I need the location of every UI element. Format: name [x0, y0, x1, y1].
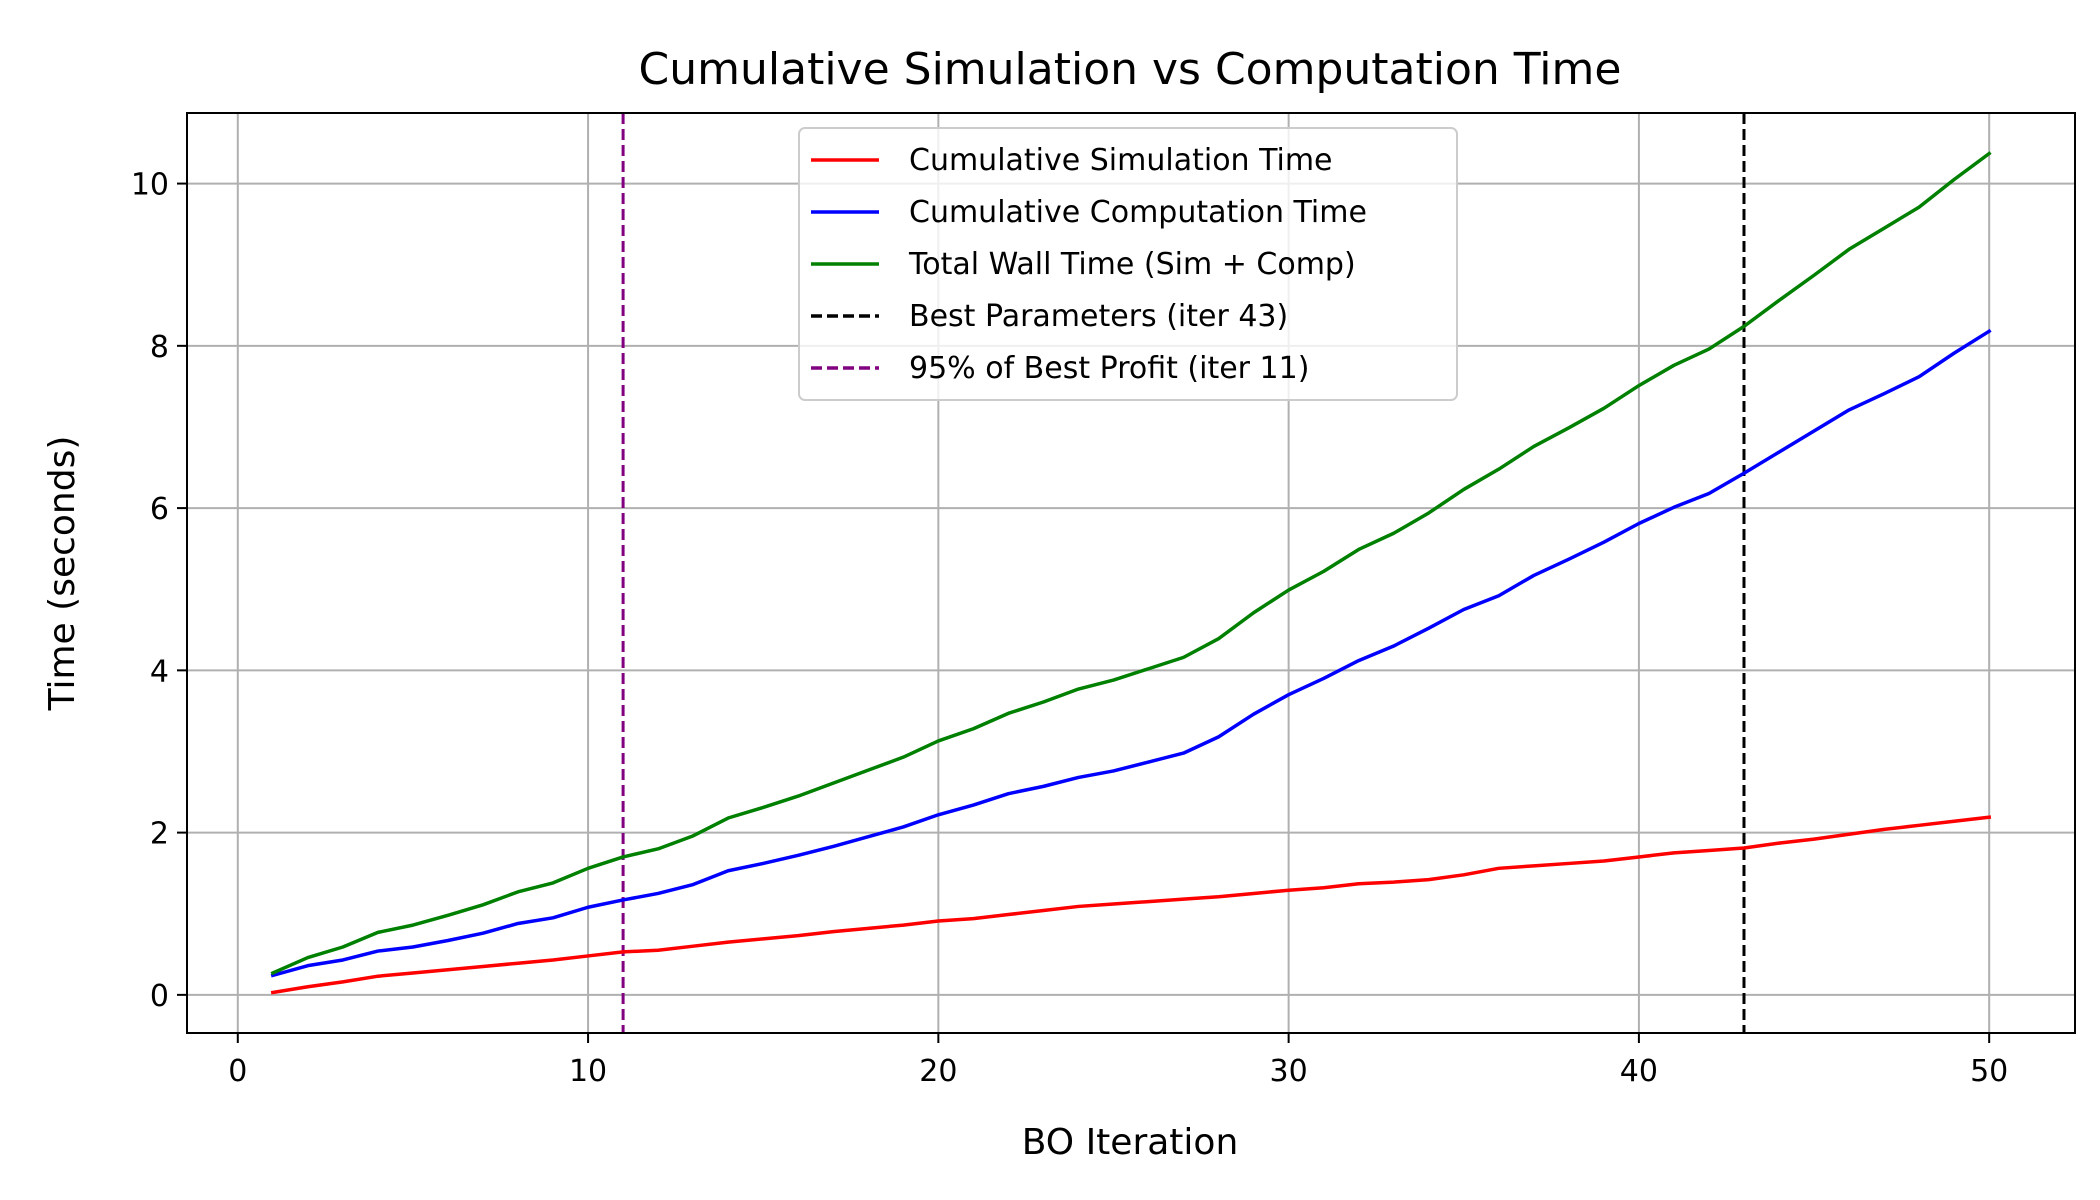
y-tick-label: 0 [150, 979, 169, 1014]
x-tick-label: 10 [569, 1054, 607, 1089]
x-tick-label: 40 [1620, 1054, 1658, 1089]
legend-label-3: Best Parameters (iter 43) [909, 299, 1288, 334]
x-tick-label: 20 [919, 1054, 957, 1089]
chart-title: Cumulative Simulation vs Computation Tim… [639, 44, 1622, 95]
y-axis-label: Time (seconds) [42, 436, 83, 712]
legend-label-2: Total Wall Time (Sim + Comp) [908, 247, 1356, 282]
series-line-2 [270, 151, 1992, 976]
y-tick-label: 8 [150, 330, 169, 365]
x-axis-label: BO Iteration [1022, 1122, 1239, 1163]
y-axis: 0 2 4 6 8 10 [131, 168, 187, 1014]
legend-label-4: 95% of Best Profit (iter 11) [909, 351, 1309, 386]
y-tick-label: 6 [150, 492, 169, 527]
legend-label-0: Cumulative Simulation Time [909, 143, 1333, 178]
y-tick-label: 10 [131, 168, 169, 203]
vertical-lines [621, 113, 1746, 1033]
x-tick-label: 30 [1270, 1054, 1308, 1089]
legend: Cumulative Simulation Time Cumulative Com… [798, 127, 1458, 401]
series-lines [270, 151, 1992, 995]
legend-box [798, 127, 1458, 401]
y-tick-label: 4 [150, 654, 169, 689]
legend-label-1: Cumulative Computation Time [909, 195, 1367, 230]
x-tick-label: 50 [1970, 1054, 2008, 1089]
plot-frame [186, 112, 2076, 1034]
series-line-1 [270, 328, 1992, 978]
y-tick-label: 2 [150, 817, 169, 852]
series-line-0 [270, 815, 1992, 995]
x-tick-label: 0 [228, 1054, 247, 1089]
x-axis: 0 10 20 30 40 50 [228, 1033, 2008, 1089]
